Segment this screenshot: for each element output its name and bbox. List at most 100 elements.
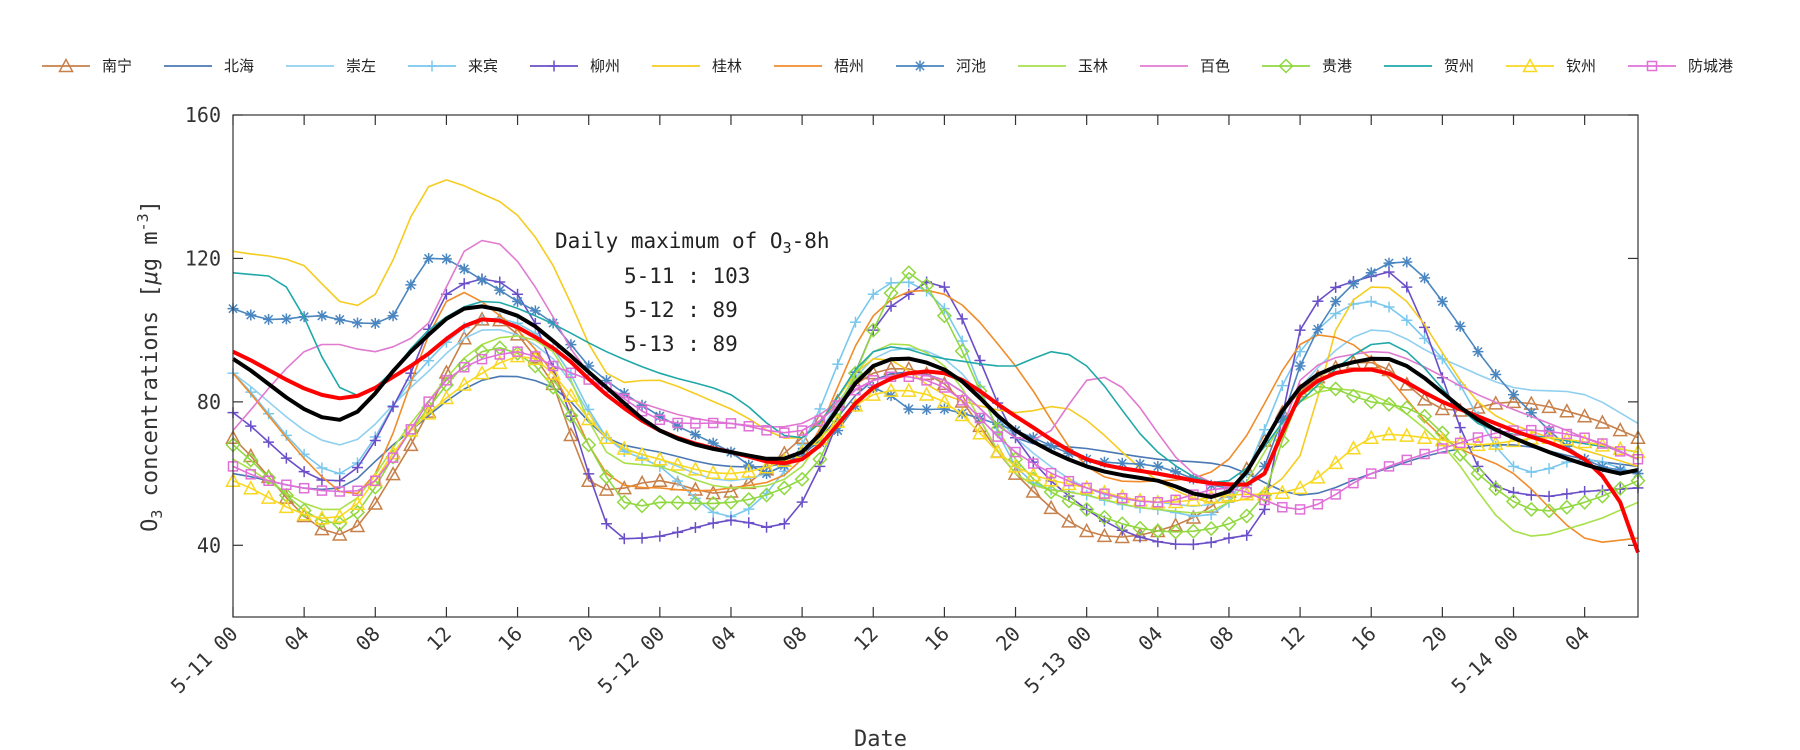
data-point <box>779 427 790 438</box>
data-point <box>865 386 882 401</box>
data-point <box>1505 493 1522 510</box>
data-point <box>563 426 579 442</box>
data-point <box>512 346 523 357</box>
data-point <box>672 526 684 538</box>
legend-label: 玉林 <box>1078 57 1108 75</box>
data-point <box>1399 427 1415 442</box>
data-point <box>743 517 755 529</box>
legend-label: 南宁 <box>102 57 132 75</box>
data-point <box>1363 394 1379 410</box>
data-point <box>1259 494 1270 506</box>
data-point <box>865 365 882 380</box>
data-point <box>1452 446 1468 463</box>
x-tick-label: 04 <box>280 622 314 656</box>
data-point <box>314 521 330 536</box>
data-point <box>530 351 541 362</box>
data-point <box>1330 308 1342 320</box>
data-point <box>423 396 434 407</box>
series-line <box>232 318 1639 538</box>
data-point <box>1434 400 1451 416</box>
data-point <box>458 263 470 275</box>
legend-label: 贺州 <box>1444 57 1474 75</box>
data-point <box>565 339 577 351</box>
data-point <box>385 466 401 481</box>
data-point <box>420 405 437 420</box>
anno-title-pre: Daily maximum of O <box>555 229 783 253</box>
data-point <box>636 532 648 544</box>
data-point <box>1043 499 1059 515</box>
data-point <box>741 463 757 478</box>
data-point <box>1185 523 1201 539</box>
data-point <box>1312 323 1324 335</box>
data-point <box>474 344 490 360</box>
y-label-o: O <box>138 519 163 532</box>
data-point <box>349 504 366 520</box>
series-line <box>232 239 1639 488</box>
data-point <box>351 462 363 474</box>
data-point <box>545 365 561 380</box>
legend-item: 南宁 <box>42 57 132 75</box>
data-point <box>349 495 366 510</box>
data-point <box>1294 504 1306 515</box>
data-point <box>812 451 828 467</box>
data-point <box>1010 446 1021 458</box>
data-point <box>403 436 419 452</box>
series-line <box>232 272 1639 484</box>
data-point <box>1576 433 1593 449</box>
data-point <box>758 459 775 474</box>
plot-frame <box>232 114 1639 618</box>
data-point <box>1614 446 1626 457</box>
axis-ticks <box>232 114 1638 617</box>
data-point <box>298 466 310 478</box>
data-point <box>565 367 577 379</box>
data-point <box>1256 487 1273 503</box>
data-point <box>1150 523 1166 539</box>
data-point <box>387 401 399 413</box>
data-point <box>687 495 703 511</box>
data-point <box>1348 477 1359 489</box>
data-point <box>1007 458 1024 473</box>
data-point <box>669 456 686 471</box>
data-point <box>545 379 561 395</box>
data-point <box>847 365 864 381</box>
data-point <box>370 475 381 486</box>
data-point <box>939 382 950 393</box>
annotation-title: Daily maximum of O3-8h <box>555 229 830 257</box>
data-point <box>1383 257 1395 269</box>
series-line <box>232 328 1639 508</box>
legend-item: 北海 <box>164 57 254 75</box>
data-point <box>1167 517 1184 532</box>
data-point <box>705 464 721 480</box>
legend-label: 百色 <box>1200 57 1230 75</box>
data-point <box>883 285 899 301</box>
data-point <box>367 495 384 510</box>
data-point <box>1416 391 1433 406</box>
data-point <box>263 475 274 486</box>
data-point <box>1347 278 1359 290</box>
legend-label: 河池 <box>956 57 986 75</box>
data-point <box>387 452 399 463</box>
data-point <box>654 414 666 426</box>
data-point <box>1419 448 1430 460</box>
data-point <box>598 429 615 444</box>
data-point <box>245 469 257 480</box>
legend-item: 百色 <box>1140 57 1230 75</box>
data-point <box>1576 408 1593 423</box>
legend-label: 贵港 <box>1322 57 1352 75</box>
data-point <box>1508 460 1520 472</box>
data-point <box>814 403 826 415</box>
data-point <box>634 474 650 490</box>
series-崇左 <box>232 328 1639 508</box>
data-point <box>1170 494 1181 506</box>
data-point <box>280 429 292 441</box>
legend-item: 桂林 <box>652 57 742 75</box>
data-point <box>1327 454 1344 470</box>
series-柳州 <box>227 266 1644 550</box>
anno-title-sub: 3 <box>783 239 792 257</box>
data-point <box>938 403 950 415</box>
data-point <box>636 405 648 417</box>
data-point <box>529 305 541 317</box>
data-point <box>1152 497 1164 508</box>
data-point <box>796 425 808 436</box>
y-tick-label: 120 <box>185 246 221 270</box>
